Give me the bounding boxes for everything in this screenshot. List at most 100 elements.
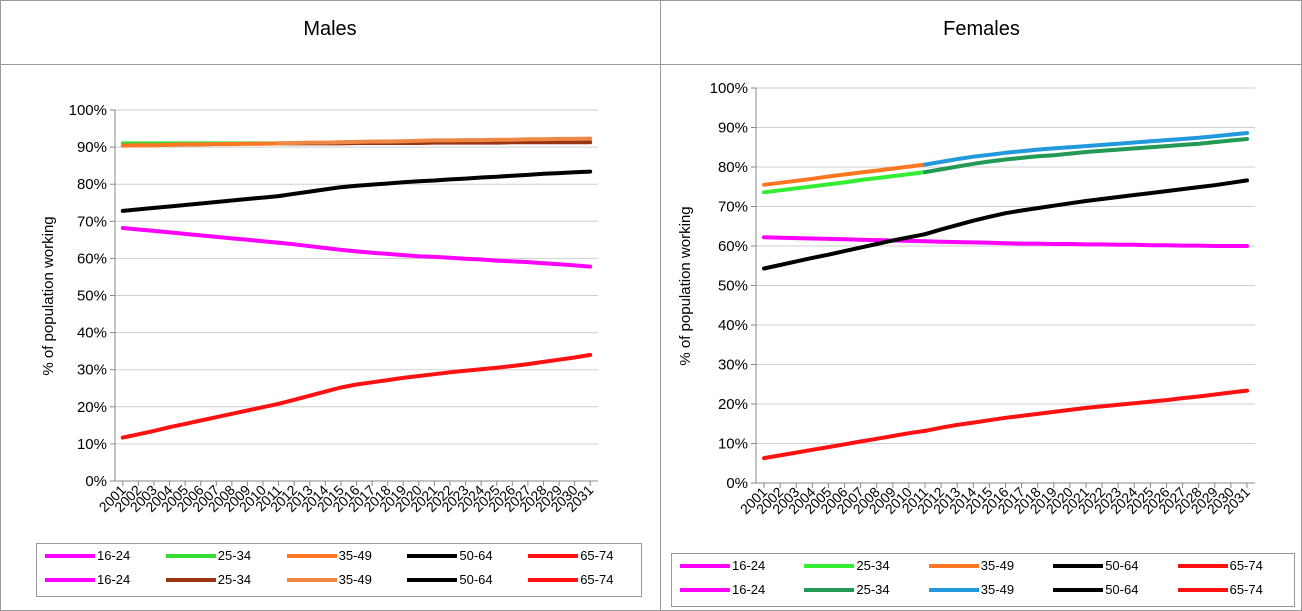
- title-divider: [0, 64, 1302, 65]
- legend-item: 25-34: [165, 572, 252, 587]
- y-tick-label: 100%: [69, 102, 107, 119]
- legend-swatch: [804, 587, 855, 592]
- legend-item: 50-64: [407, 572, 493, 587]
- y-tick-label: 90%: [77, 139, 107, 156]
- y-tick-label: 30%: [718, 357, 748, 374]
- y-tick-label: 80%: [718, 159, 748, 176]
- legend-item: 16-24: [45, 572, 130, 587]
- legend-label: 65-74: [1229, 582, 1263, 597]
- y-tick-label: 70%: [77, 213, 107, 230]
- y-tick-label: 30%: [77, 362, 107, 379]
- y-tick-label: 0%: [85, 473, 107, 490]
- legend-label: 25-34: [217, 572, 252, 587]
- legend-swatch: [165, 553, 216, 558]
- y-tick-label: 20%: [718, 396, 748, 413]
- y-tick-label: 0%: [726, 475, 748, 492]
- y-tick-label: 50%: [77, 288, 107, 305]
- legend-label: 65-74: [580, 548, 614, 563]
- legend-swatch: [1177, 563, 1228, 568]
- panel-title-females: Females: [943, 18, 1020, 40]
- legend-label: 16-24: [97, 572, 131, 587]
- legend-swatch: [928, 563, 979, 568]
- legend-swatch: [407, 577, 458, 582]
- legend-swatch: [804, 563, 855, 568]
- series-line-65-74: [276, 352, 593, 406]
- y-tick-label: 100%: [710, 80, 748, 97]
- series-line-65-74: [923, 388, 1249, 433]
- legend-swatch: [407, 553, 458, 558]
- y-tick-label: 10%: [77, 436, 107, 453]
- panel-divider: [660, 0, 661, 611]
- legend-swatch: [1177, 587, 1228, 592]
- legend-item: 65-74: [1177, 582, 1263, 597]
- series-line-50-64: [276, 169, 593, 199]
- y-tick-label: 10%: [718, 436, 748, 453]
- y-tick-label: 70%: [718, 199, 748, 216]
- legend-label: 35-49: [338, 548, 372, 563]
- y-tick-label: 40%: [718, 317, 748, 334]
- y-axis-label: % of population working: [677, 206, 694, 365]
- legend-item: 25-34: [165, 548, 252, 563]
- legend-swatch: [528, 577, 579, 582]
- y-tick-label: 50%: [718, 278, 748, 295]
- series-line-35-49: [120, 141, 281, 148]
- legend-swatch: [680, 587, 730, 592]
- series-line-16-24: [923, 239, 1249, 248]
- legend-item: 35-49: [928, 558, 1015, 573]
- legend-swatch: [528, 553, 579, 558]
- legend-label: 65-74: [580, 572, 614, 587]
- legend-label: 25-34: [856, 558, 890, 573]
- y-tick-label: 40%: [77, 325, 107, 342]
- legend-swatch: [680, 563, 730, 568]
- legend-swatch: [286, 553, 337, 558]
- series-line-50-64: [923, 178, 1249, 237]
- legend-label: 35-49: [338, 572, 372, 587]
- series-line-16-24: [120, 226, 281, 245]
- legend-item: 35-49: [928, 582, 1014, 597]
- legend-label: 50-64: [459, 572, 493, 587]
- y-tick-label: 80%: [77, 176, 107, 193]
- legend-label: 25-34: [217, 548, 252, 563]
- legend-label: 50-64: [459, 548, 493, 563]
- y-tick-label: 60%: [718, 238, 748, 255]
- legend-item: 50-64: [1053, 582, 1138, 597]
- legend-label: 65-74: [1229, 558, 1263, 573]
- legend-item: 50-64: [1053, 558, 1138, 573]
- legend-label: 16-24: [97, 548, 131, 563]
- legend-swatch: [1053, 587, 1104, 592]
- y-tick-label: 20%: [77, 399, 107, 416]
- legend-label: 50-64: [1105, 582, 1139, 597]
- legend-label: 16-24: [732, 558, 766, 573]
- legend-item: 25-34: [804, 558, 890, 573]
- series-line-25-34: [923, 137, 1249, 175]
- legend-item: 35-49: [286, 548, 372, 563]
- legend-females: 16-24 25-34 35-49 50-64 65-74 16-24 25-34 35-49…: [671, 553, 1295, 607]
- series-line-16-24: [276, 240, 593, 269]
- legend-item: 16-24: [45, 548, 130, 563]
- legend-item: 65-74: [1177, 558, 1263, 573]
- legend-swatch: [165, 577, 216, 582]
- series-line-35-49: [762, 162, 927, 187]
- series-line-65-74: [762, 428, 927, 461]
- legend-label: 25-34: [856, 582, 890, 597]
- legend-item: 65-74: [528, 572, 613, 587]
- legend-item: 65-74: [528, 548, 613, 563]
- legend-item: 16-24: [680, 582, 765, 597]
- legend-males: 16-24 25-34 35-49 50-64 65-74 16-24 25-34 35-49…: [36, 543, 642, 597]
- y-axis-label: % of population working: [40, 216, 57, 375]
- legend-label: 35-49: [980, 558, 1015, 573]
- legend-swatch: [286, 577, 337, 582]
- legend-item: 35-49: [286, 572, 372, 587]
- legend-item: 16-24: [680, 558, 765, 573]
- legend-label: 50-64: [1105, 558, 1139, 573]
- legend-swatch: [45, 553, 95, 558]
- y-tick-label: 60%: [77, 250, 107, 267]
- legend-item: 50-64: [407, 548, 493, 563]
- series-line-50-64: [762, 232, 927, 271]
- legend-label: 16-24: [732, 582, 766, 597]
- series-line-35-49: [276, 136, 593, 146]
- series-line-65-74: [120, 401, 281, 440]
- legend-swatch: [1053, 563, 1104, 568]
- legend-swatch: [928, 587, 979, 592]
